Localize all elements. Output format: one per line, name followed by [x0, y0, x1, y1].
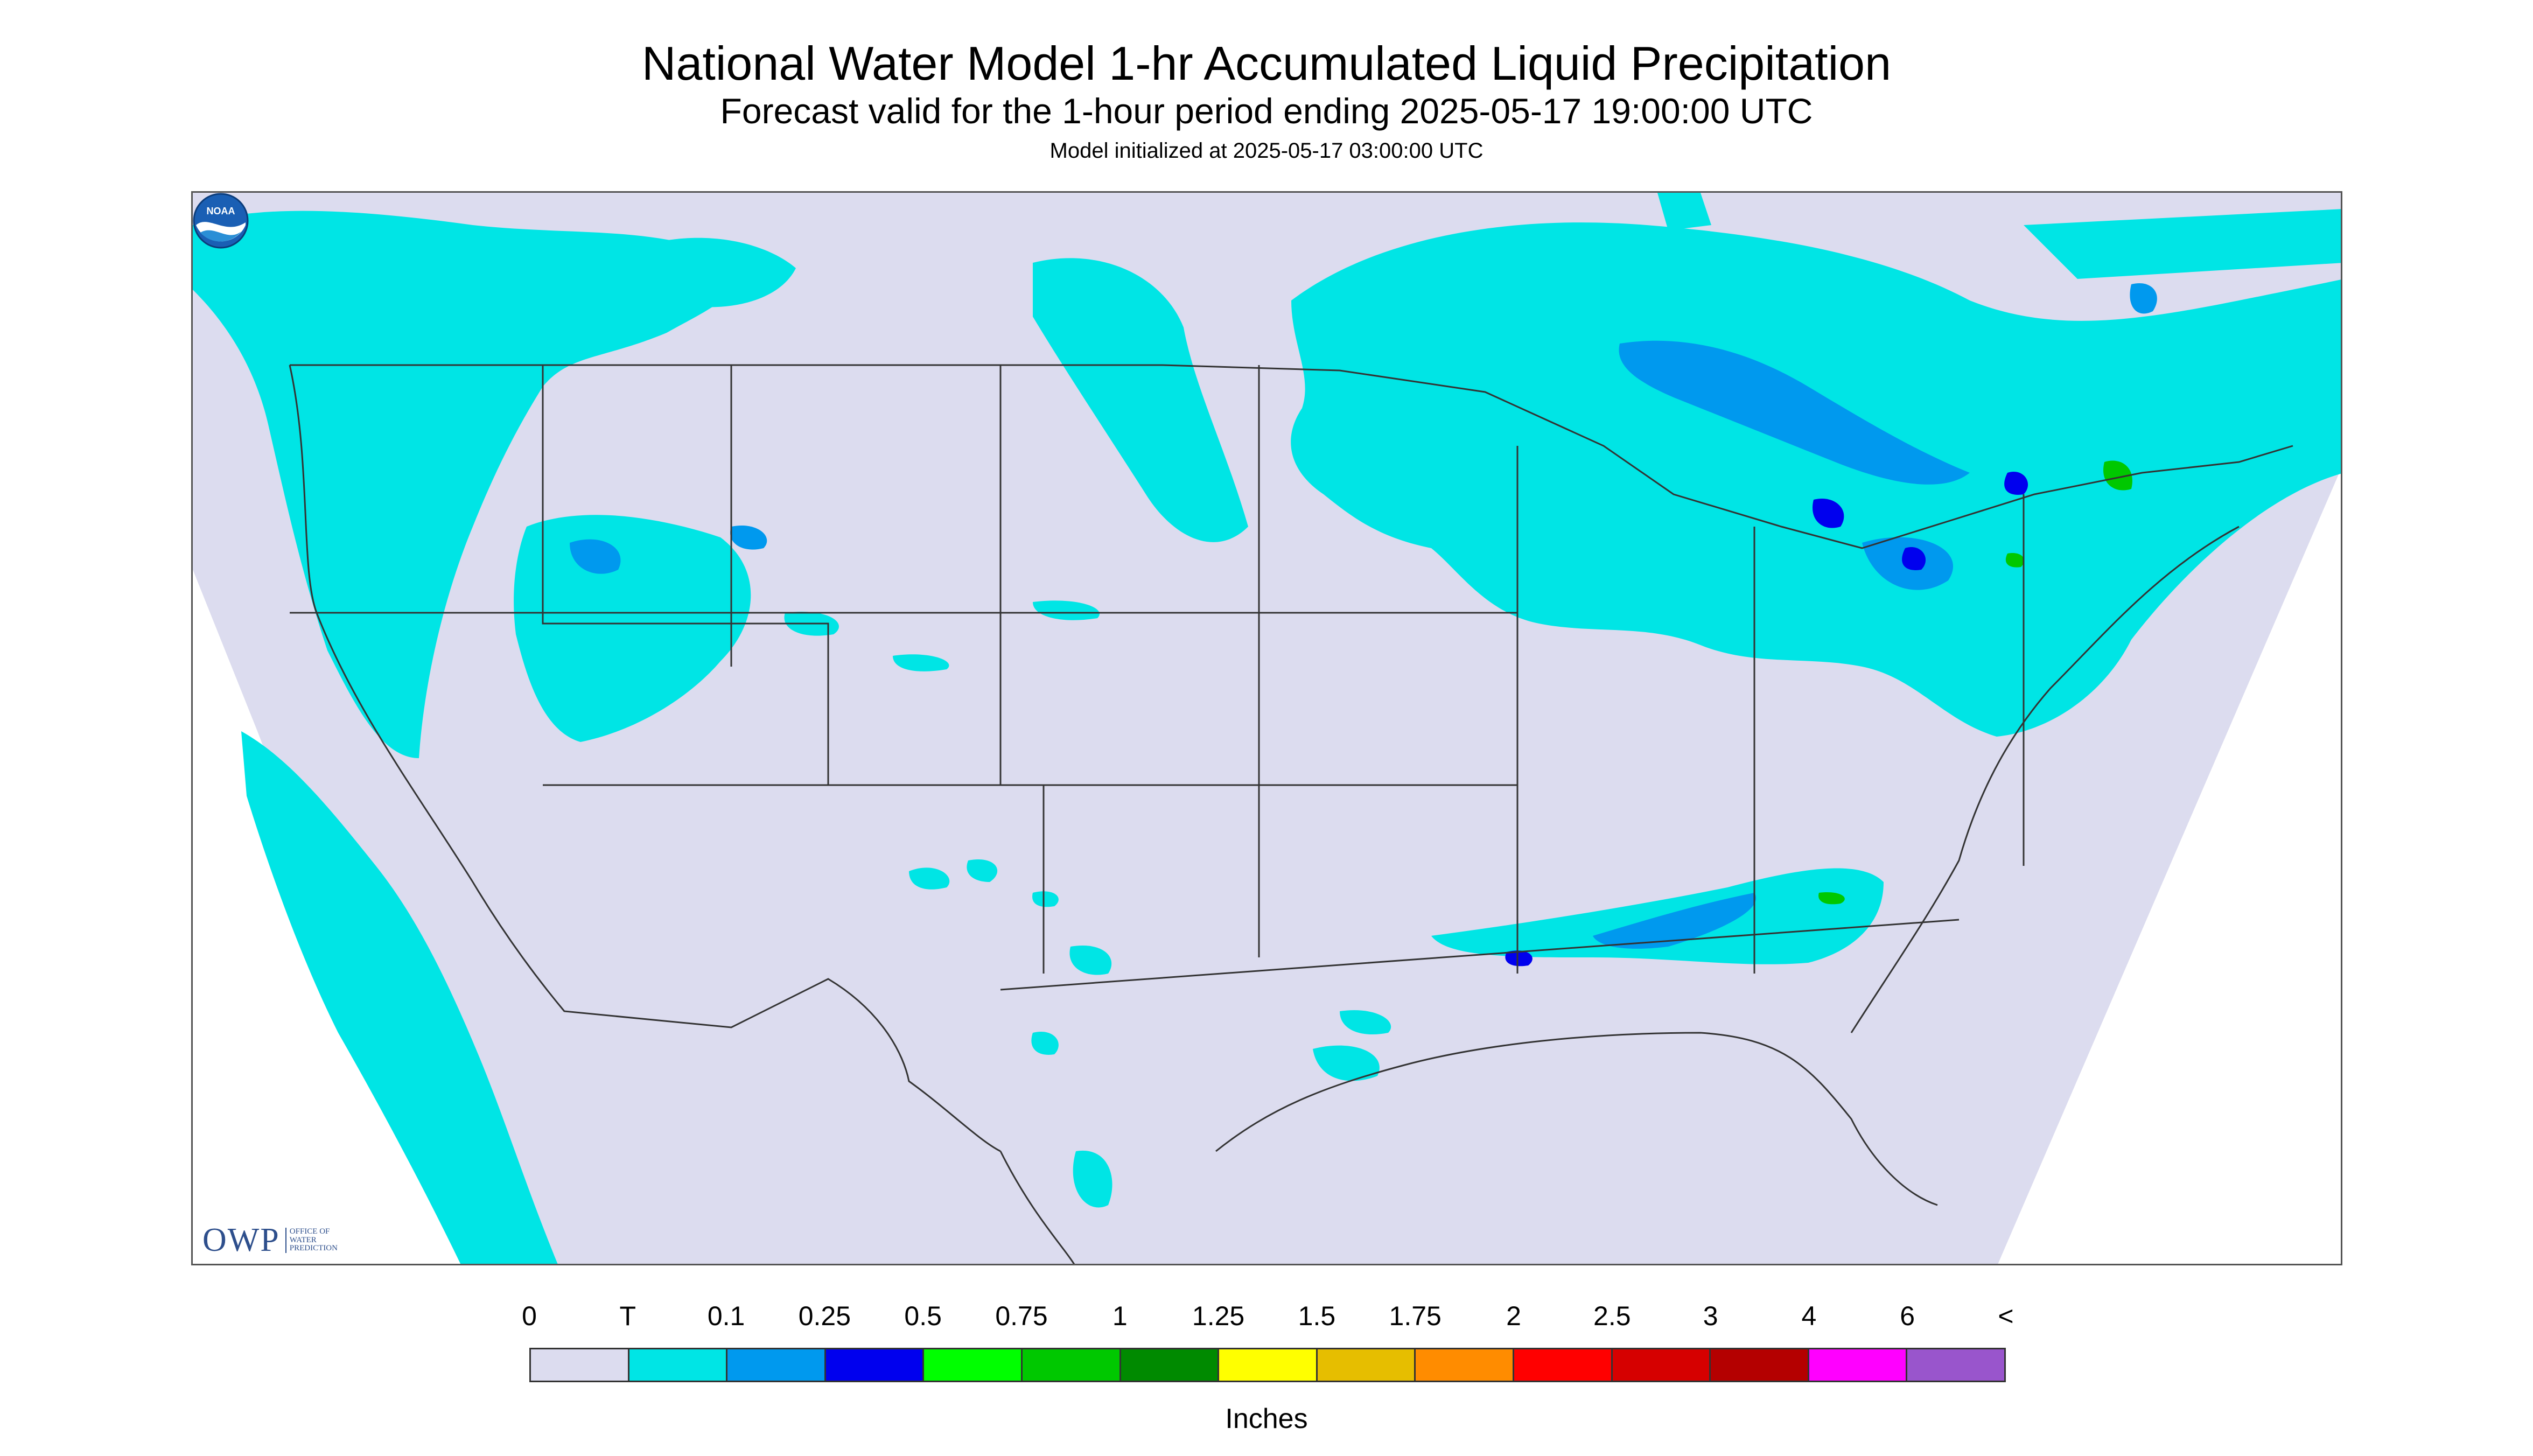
legend-label: 0.25 [798, 1301, 851, 1331]
owp-line-1: OFFICE OF [289, 1227, 330, 1236]
map-subtitle: Forecast valid for the 1-hour period end… [720, 91, 1813, 131]
legend-swatch [1317, 1349, 1416, 1381]
precip-moderate-areas [1505, 472, 2028, 967]
legend-label: 1.5 [1298, 1301, 1336, 1331]
legend-label: 1 [1112, 1301, 1128, 1331]
noaa-logo: NOAA [193, 193, 249, 249]
legend-swatch [1416, 1349, 1514, 1381]
precip-trace-areas [193, 193, 2341, 1264]
owp-logo: OWP OFFICE OF WATER PREDICTION [202, 1221, 338, 1259]
noaa-logo-text: NOAA [207, 206, 235, 216]
legend-swatch [1612, 1349, 1711, 1381]
map-title: National Water Model 1-hr Accumulated Li… [641, 37, 1892, 90]
model-init-time: Model initialized at 2025-05-17 03:00:00… [1049, 139, 1484, 163]
legend-label: 1.25 [1192, 1301, 1245, 1331]
legend-label: 2.5 [1593, 1301, 1631, 1331]
precip-light-areas [570, 283, 2157, 949]
legend-label: 4 [1801, 1301, 1817, 1331]
legend-label: 0.5 [904, 1301, 942, 1331]
legend-label: < [1998, 1301, 2014, 1331]
legend-label: 0.75 [995, 1301, 1048, 1331]
legend-swatch [924, 1349, 1023, 1381]
legend-swatch [1219, 1349, 1318, 1381]
legend-swatch [1907, 1349, 2004, 1381]
owp-line-3: PREDICTION [289, 1244, 338, 1253]
legend-swatch [1022, 1349, 1121, 1381]
legend-swatch [1809, 1349, 1908, 1381]
legend-label: 6 [1900, 1301, 1915, 1331]
map-canvas [193, 193, 2341, 1264]
legend-swatch [1121, 1349, 1220, 1381]
legend-label: T [619, 1301, 636, 1331]
legend-label: 0.1 [707, 1301, 745, 1331]
boundaries [289, 364, 2293, 1264]
legend-label: 1.75 [1389, 1301, 1442, 1331]
legend-swatch [1711, 1349, 1809, 1381]
legend-swatch [727, 1349, 826, 1381]
legend-label: 3 [1703, 1301, 1718, 1331]
precipitation-map: OWP OFFICE OF WATER PREDICTION NOAA [191, 191, 2342, 1265]
legend-swatch [531, 1349, 629, 1381]
owp-logo-text: OWP [202, 1222, 280, 1258]
legend-swatch [629, 1349, 728, 1381]
precip-heavy-areas [1818, 460, 2132, 905]
legend-swatch [825, 1349, 925, 1381]
legend-swatch [1514, 1349, 1613, 1381]
legend-label: 0 [522, 1301, 537, 1331]
legend-label: 2 [1506, 1301, 1521, 1331]
legend-units: Inches [1225, 1403, 1308, 1434]
legend-labels: 0 T 0.1 0.25 0.5 0.75 1 1.25 1.5 1.75 2 2.5 3 4 6 < [0, 1300, 2533, 1333]
owp-logo-subtext: OFFICE OF WATER PREDICTION [285, 1227, 338, 1254]
legend-color-bar [529, 1348, 2006, 1382]
owp-line-2: WATER [289, 1235, 317, 1244]
